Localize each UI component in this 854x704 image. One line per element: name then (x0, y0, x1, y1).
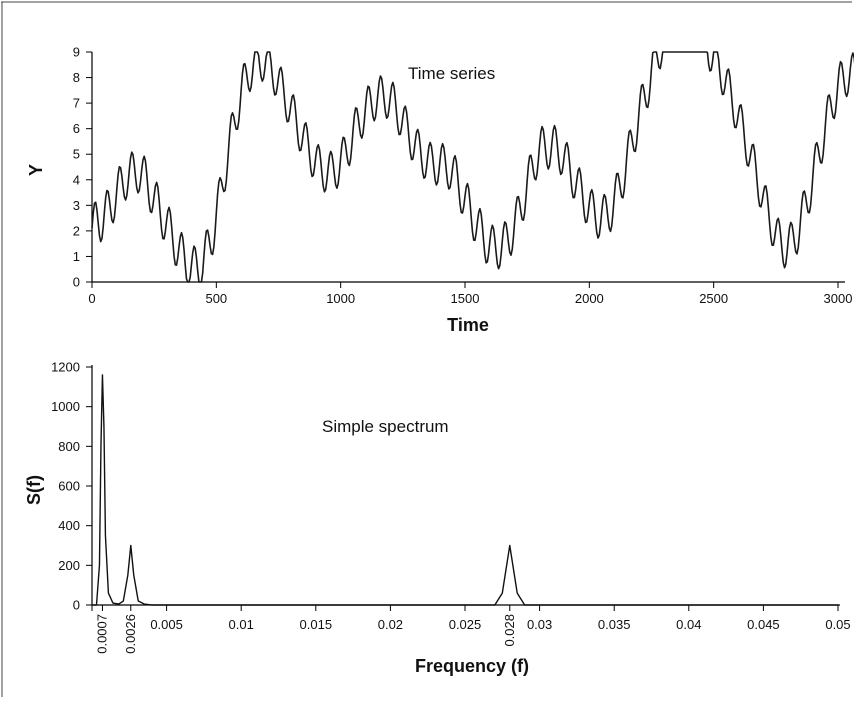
sp-x-tick-label: 0.04 (676, 617, 701, 632)
ts-y-tick-label: 0 (73, 275, 80, 290)
ts-y-tick-label: 1 (73, 249, 80, 264)
sp-x-tick-label: 0.03 (527, 617, 552, 632)
sp-annotation: Simple spectrum (322, 417, 449, 436)
sp-y-axis-title: S(f) (24, 475, 44, 505)
sp-y-tick-label: 600 (58, 479, 80, 494)
sp-y-tick-label: 400 (58, 518, 80, 533)
sp-y-tick-label: 1000 (51, 399, 80, 414)
spectrum-panel: 0 200 400 600 800 1000 1200 0.005 0.01 0.015 0.02… (24, 360, 851, 677)
sp-peak-label: 0.0007 (94, 614, 109, 654)
ts-x-tick-label: 500 (205, 291, 227, 306)
ts-y-tick-label: 3 (73, 198, 80, 213)
sp-y-ticks: 0 200 400 600 800 1000 1200 (51, 360, 92, 613)
ts-x-tick-label: 2000 (575, 291, 604, 306)
ts-x-tick-label: 1000 (326, 291, 355, 306)
sp-peak-label: 0.028 (502, 614, 517, 647)
time-series-panel: 0 1 2 3 4 5 6 7 8 9 0 500 1000 1500 2000 2500 3000 Time… (26, 45, 854, 335)
sp-x-tick-label: 0.045 (747, 617, 780, 632)
ts-x-ticks: 0 500 1000 1500 2000 2500 3000 (88, 282, 852, 306)
sp-x-tick-label: 0.01 (229, 617, 254, 632)
ts-x-tick-label: 0 (88, 291, 95, 306)
ts-y-tick-label: 5 (73, 147, 80, 162)
ts-y-axis-title: Y (26, 164, 46, 176)
sp-x-tick-label: 0.005 (150, 617, 183, 632)
ts-y-tick-label: 2 (73, 223, 80, 238)
sp-x-tick-label: 0.02 (378, 617, 403, 632)
sp-x-ticks: 0.005 0.01 0.015 0.02 0.025 0.03 0.035 0.04 0.04… (91, 605, 851, 632)
sp-peak-labels: 0.0007 0.0026 0.028 (94, 605, 517, 654)
ts-y-tick-label: 8 (73, 70, 80, 85)
sp-series-line (92, 374, 838, 606)
sp-y-tick-label: 200 (58, 558, 80, 573)
ts-y-tick-label: 9 (73, 45, 80, 60)
ts-annotation: Time series (408, 64, 495, 83)
sp-x-tick-label: 0.05 (825, 617, 850, 632)
sp-peak-label: 0.0026 (123, 614, 138, 654)
ts-x-tick-label: 2500 (699, 291, 728, 306)
sp-y-tick-label: 800 (58, 439, 80, 454)
ts-x-tick-label: 3000 (824, 291, 853, 306)
ts-y-tick-label: 6 (73, 121, 80, 136)
ts-series-line (91, 51, 854, 283)
sp-x-tick-label: 0.015 (300, 617, 333, 632)
sp-x-tick-label: 0.025 (449, 617, 482, 632)
sp-x-axis-title: Frequency (f) (415, 656, 529, 676)
sp-y-tick-label: 0 (73, 598, 80, 613)
ts-x-tick-label: 1500 (451, 291, 480, 306)
ts-y-tick-label: 7 (73, 96, 80, 111)
ts-y-ticks: 0 1 2 3 4 5 6 7 8 9 (73, 45, 92, 290)
sp-y-tick-label: 1200 (51, 360, 80, 375)
ts-y-tick-label: 4 (73, 172, 80, 187)
sp-x-tick-label: 0.035 (598, 617, 631, 632)
ts-x-axis-title: Time (447, 315, 489, 335)
